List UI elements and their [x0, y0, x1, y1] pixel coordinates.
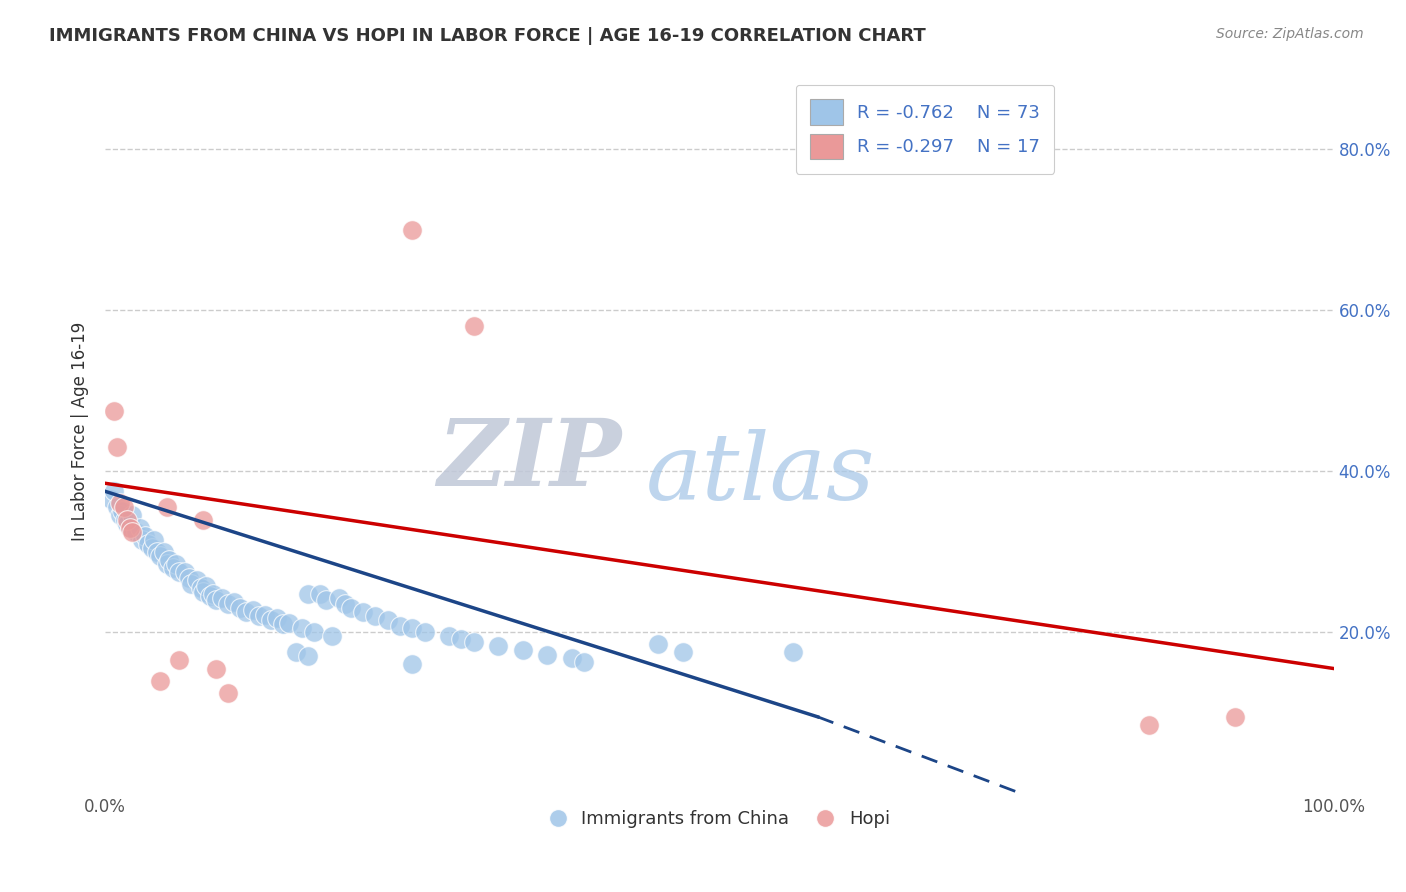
- Point: [512, 643, 534, 657]
- Point: [167, 653, 190, 667]
- Point: [198, 589, 221, 603]
- Point: [401, 657, 423, 672]
- Point: [561, 651, 583, 665]
- Point: [156, 500, 179, 515]
- Point: [302, 625, 325, 640]
- Point: [291, 621, 314, 635]
- Point: [202, 586, 225, 600]
- Text: IMMIGRANTS FROM CHINA VS HOPI IN LABOR FORCE | AGE 16-19 CORRELATION CHART: IMMIGRANTS FROM CHINA VS HOPI IN LABOR F…: [49, 27, 927, 45]
- Point: [193, 512, 215, 526]
- Point: [107, 500, 129, 515]
- Point: [235, 605, 257, 619]
- Point: [157, 553, 180, 567]
- Point: [117, 516, 139, 531]
- Point: [401, 621, 423, 635]
- Point: [121, 524, 143, 539]
- Point: [328, 591, 350, 606]
- Point: [463, 635, 485, 649]
- Point: [297, 649, 319, 664]
- Point: [174, 565, 197, 579]
- Point: [134, 528, 156, 542]
- Text: atlas: atlas: [645, 429, 875, 519]
- Point: [204, 593, 226, 607]
- Point: [333, 597, 356, 611]
- Point: [153, 545, 176, 559]
- Point: [193, 585, 215, 599]
- Point: [194, 578, 217, 592]
- Point: [266, 611, 288, 625]
- Point: [136, 537, 159, 551]
- Point: [156, 557, 179, 571]
- Point: [149, 549, 172, 563]
- Point: [107, 440, 129, 454]
- Point: [229, 601, 252, 615]
- Point: [186, 573, 208, 587]
- Point: [463, 319, 485, 334]
- Point: [141, 541, 163, 555]
- Point: [437, 629, 460, 643]
- Point: [321, 629, 343, 643]
- Point: [242, 603, 264, 617]
- Point: [131, 533, 153, 547]
- Text: ZIP: ZIP: [437, 415, 621, 505]
- Point: [118, 520, 141, 534]
- Point: [340, 601, 363, 615]
- Point: [273, 617, 295, 632]
- Point: [180, 577, 202, 591]
- Point: [204, 661, 226, 675]
- Point: [315, 593, 337, 607]
- Point: [103, 404, 125, 418]
- Point: [486, 639, 509, 653]
- Point: [309, 586, 332, 600]
- Y-axis label: In Labor Force | Age 16-19: In Labor Force | Age 16-19: [72, 321, 89, 541]
- Point: [389, 619, 412, 633]
- Point: [782, 645, 804, 659]
- Point: [146, 545, 169, 559]
- Point: [166, 557, 188, 571]
- Point: [260, 613, 283, 627]
- Point: [364, 609, 387, 624]
- Point: [211, 591, 233, 606]
- Point: [190, 581, 212, 595]
- Point: [671, 645, 693, 659]
- Point: [1225, 710, 1247, 724]
- Point: [112, 500, 135, 515]
- Point: [167, 565, 190, 579]
- Point: [111, 504, 134, 518]
- Point: [278, 615, 301, 630]
- Point: [118, 520, 141, 534]
- Point: [401, 222, 423, 236]
- Point: [103, 484, 125, 499]
- Point: [377, 613, 399, 627]
- Point: [149, 673, 172, 688]
- Point: [217, 597, 239, 611]
- Point: [450, 632, 472, 646]
- Point: [536, 648, 558, 662]
- Point: [217, 686, 239, 700]
- Point: [117, 512, 139, 526]
- Point: [297, 586, 319, 600]
- Point: [574, 655, 596, 669]
- Legend: Immigrants from China, Hopi: Immigrants from China, Hopi: [541, 803, 897, 835]
- Point: [253, 607, 276, 622]
- Point: [121, 508, 143, 523]
- Point: [143, 533, 166, 547]
- Text: Source: ZipAtlas.com: Source: ZipAtlas.com: [1216, 27, 1364, 41]
- Point: [647, 637, 669, 651]
- Point: [177, 570, 200, 584]
- Point: [247, 609, 270, 624]
- Point: [108, 496, 131, 510]
- Point: [224, 595, 246, 609]
- Point: [162, 561, 184, 575]
- Point: [114, 512, 136, 526]
- Point: [1137, 718, 1160, 732]
- Point: [352, 605, 374, 619]
- Point: [100, 492, 122, 507]
- Point: [128, 520, 150, 534]
- Point: [284, 645, 307, 659]
- Point: [108, 508, 131, 523]
- Point: [125, 524, 148, 539]
- Point: [413, 625, 436, 640]
